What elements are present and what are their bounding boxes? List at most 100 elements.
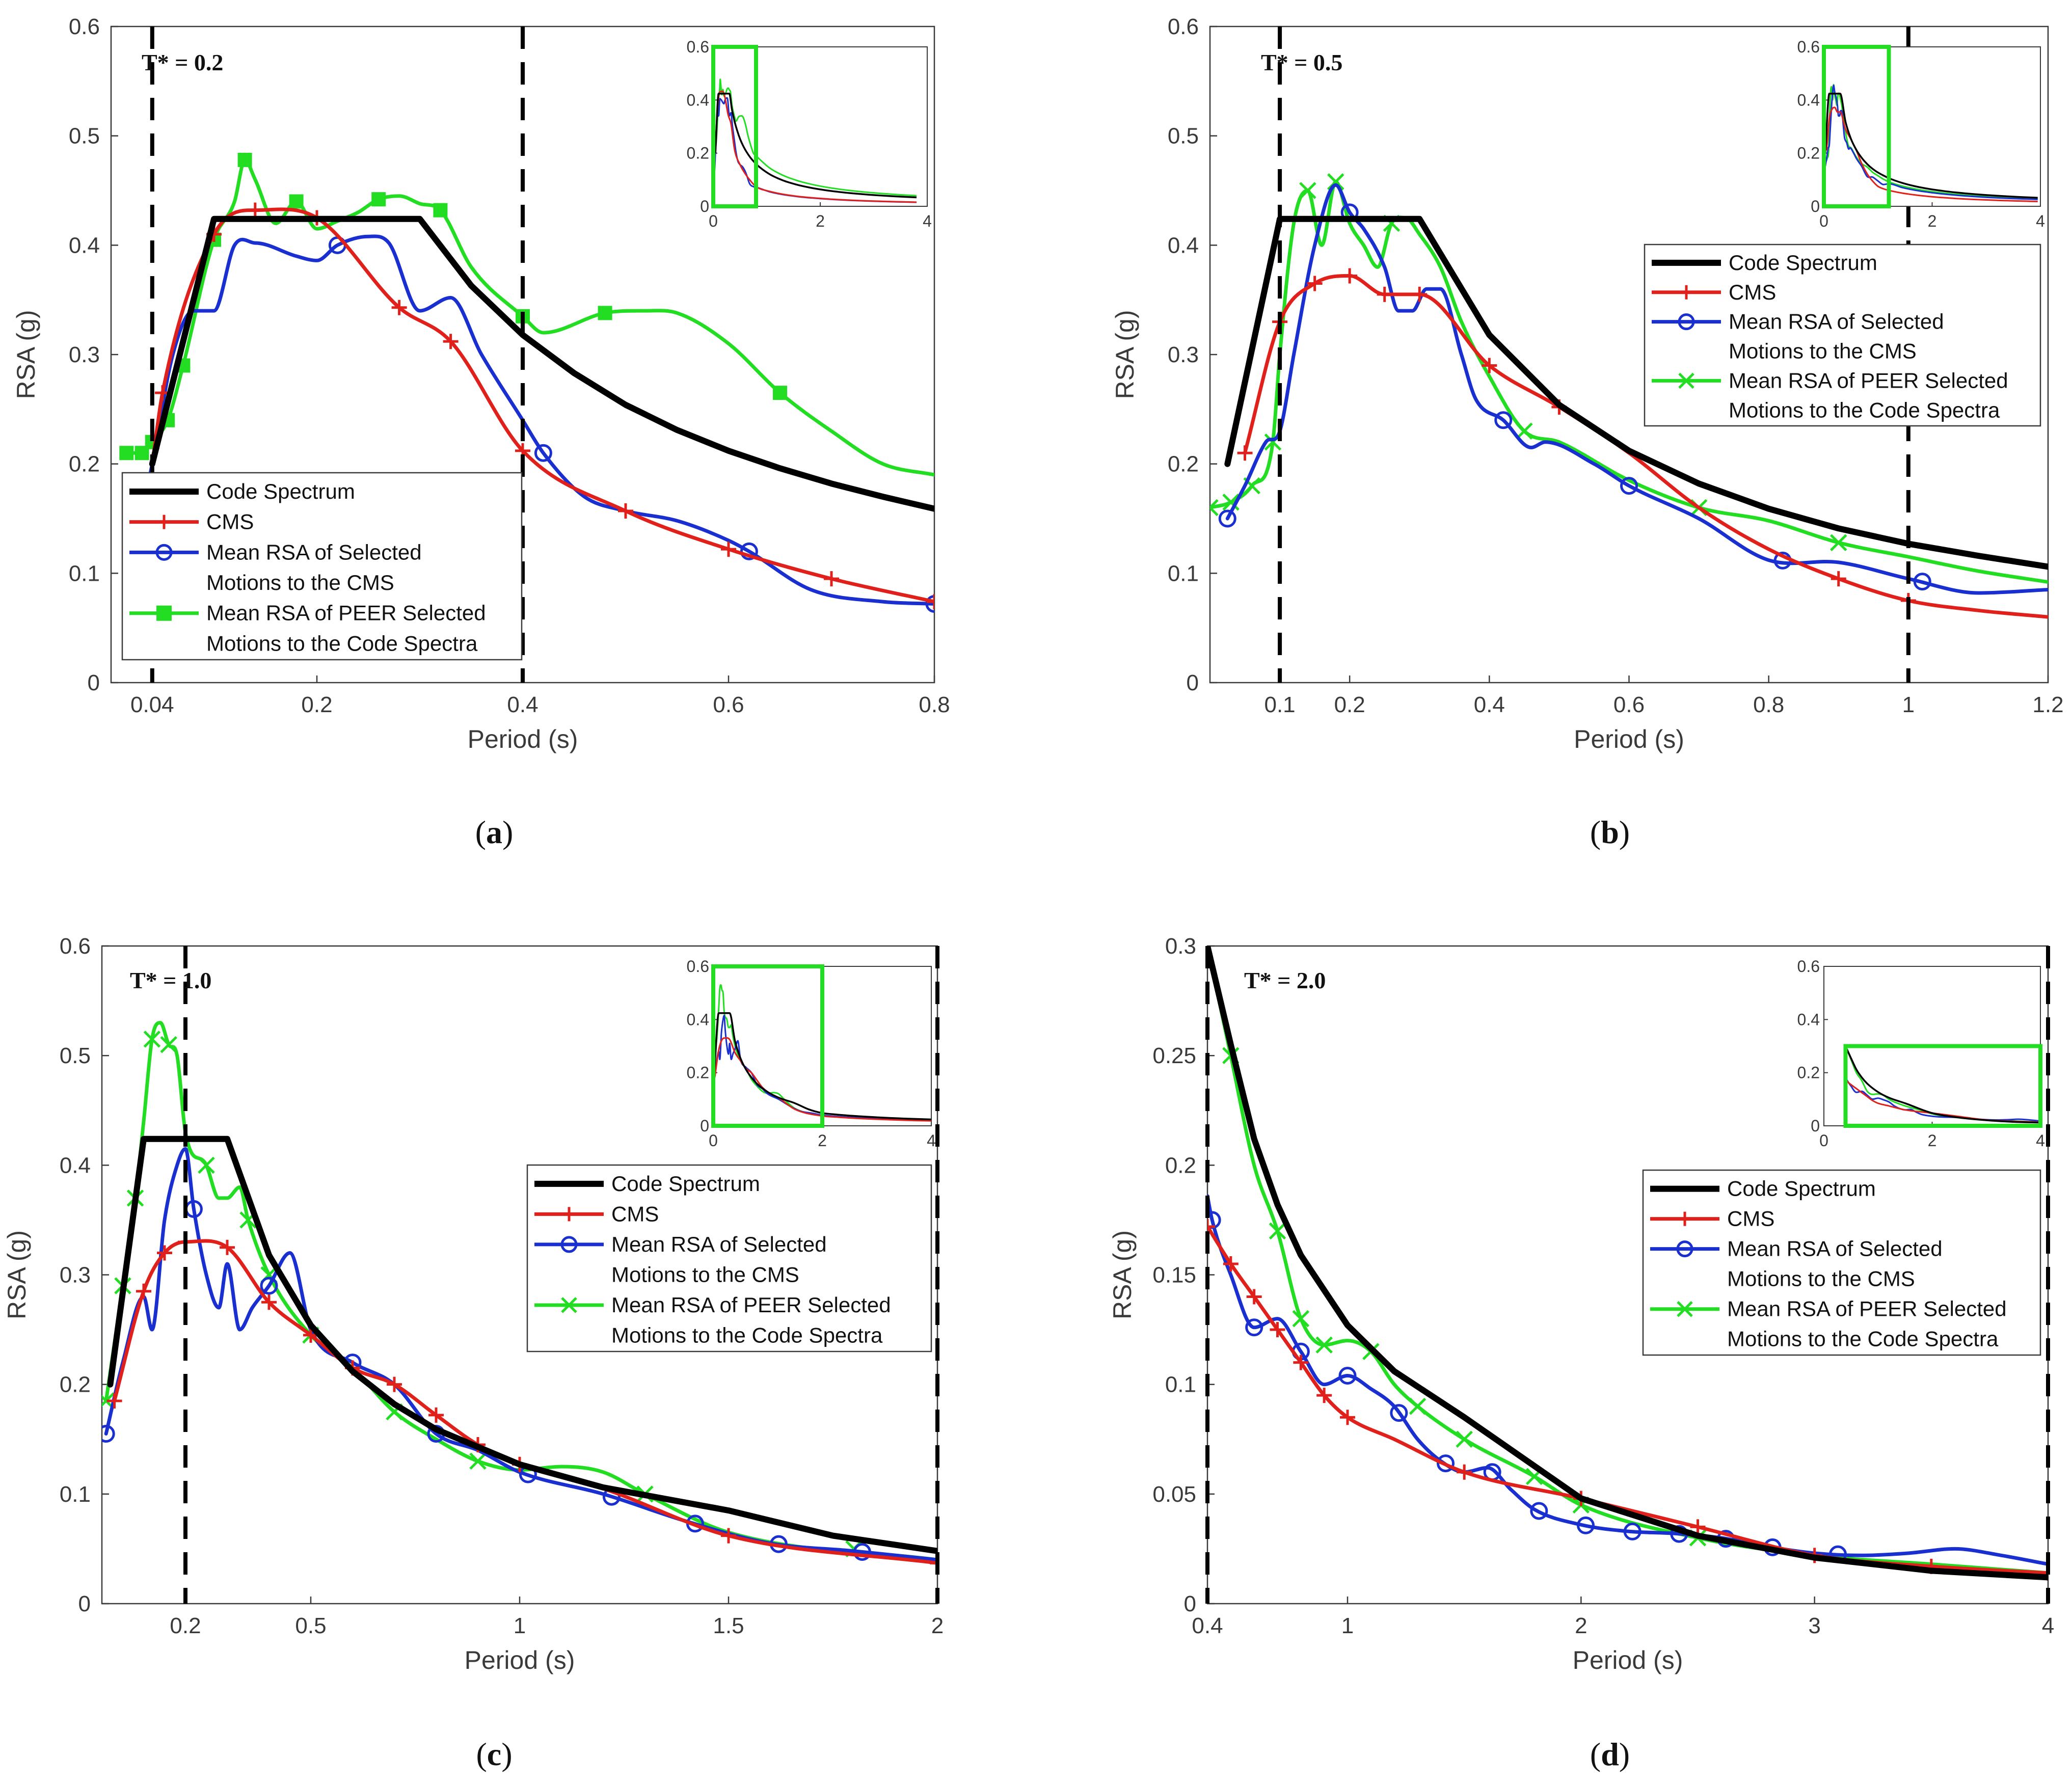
inset-overview: 0 0.2 0.4 0.6 0 2 4 [687, 38, 932, 230]
marker-cms [1457, 1464, 1472, 1480]
marker-peer [1210, 499, 1219, 517]
xtick-label: 0.2 [170, 1613, 201, 1638]
marker-peer [371, 192, 386, 207]
inset-ytick-label: 0.6 [1797, 957, 1820, 976]
marker-cms [1690, 1519, 1706, 1535]
marker-cms [1237, 445, 1253, 461]
marker-meanCms [102, 1424, 115, 1443]
marker-peer [1315, 1336, 1333, 1354]
inset-xtick-label: 0 [709, 1131, 718, 1150]
marker-peer [433, 203, 448, 218]
series-group [102, 1021, 937, 1571]
tstar-label: T* = 0.2 [142, 49, 223, 75]
ytick-label: 0.5 [1168, 124, 1199, 149]
marker-meanCms [1494, 411, 1513, 429]
ytick-label: 0.3 [69, 342, 100, 367]
marker-cms [1207, 1219, 1215, 1234]
marker-cms [157, 1245, 172, 1261]
legend-entry: Motions to the CMS [206, 571, 394, 594]
inset-series [713, 984, 931, 1122]
ytick-label: 0.3 [1168, 342, 1199, 367]
inset-xtick-label: 2 [818, 1131, 827, 1150]
inset-ytick-label: 0.4 [687, 1010, 709, 1029]
series-line-code [1207, 946, 2048, 1581]
legend-marker-meanCms [1676, 1240, 1693, 1258]
legend-entry: Mean RSA of Selected [1727, 1237, 1943, 1261]
inset-ytick-label: 0 [1811, 1117, 1820, 1135]
inset-xtick-label: 4 [2036, 1131, 2045, 1150]
inset-ytick-label: 0 [1811, 197, 1820, 215]
marker-meanCms [534, 444, 552, 462]
marker-cms [1482, 358, 1497, 373]
ytick-label: 0.2 [1168, 452, 1199, 477]
ytick-label: 0.25 [1152, 1043, 1196, 1068]
y-axis-label: RSA (g) [1111, 310, 1139, 399]
inset-zoom-box [1822, 45, 1891, 208]
marker-peer [143, 1031, 161, 1048]
legend-entry: Code Spectrum [1727, 1177, 1876, 1201]
marker-peer [237, 152, 252, 167]
series-group [1210, 173, 2048, 619]
legend-entry: Motions to the Code Spectra [611, 1323, 883, 1347]
x-axis-label: Period (s) [1573, 1646, 1683, 1674]
xtick-label: 1 [514, 1613, 526, 1638]
y-axis-label: RSA (g) [12, 310, 40, 399]
legend-entry: Motions to the CMS [611, 1262, 799, 1286]
marker-peer [160, 1036, 177, 1053]
x-axis-label: Period (s) [468, 725, 578, 753]
ytick-label: 0.1 [1168, 561, 1199, 586]
ytick-label: 0.3 [1165, 934, 1196, 959]
marker-cms [428, 1407, 444, 1423]
marker-cms [443, 334, 459, 349]
ytick-label: 0.6 [60, 934, 91, 959]
xtick-label: 0.6 [713, 692, 744, 717]
marker-peer [1292, 1310, 1310, 1328]
ytick-label: 0.1 [69, 561, 100, 586]
y-axis-label: RSA (g) [3, 1230, 31, 1319]
marker-meanCms [740, 542, 758, 560]
inset-zoom-box [1843, 1044, 2042, 1128]
inset-xtick-label: 4 [2036, 212, 2045, 230]
ytick-label: 0.15 [1152, 1263, 1196, 1288]
inset-ytick-label: 0.6 [687, 38, 709, 56]
ytick-label: 0.4 [69, 233, 100, 258]
ytick-label: 0 [1187, 670, 1199, 695]
marker-cms [1377, 286, 1392, 302]
inset-overview: 0 0.2 0.4 0.6 0 2 4 [1797, 38, 2045, 230]
marker-peer [1456, 1430, 1473, 1448]
ytick-label: 0.2 [60, 1372, 91, 1397]
x-axis-label: Period (s) [465, 1646, 575, 1674]
inset-zoom-box [711, 45, 758, 208]
ytick-label: 0.5 [60, 1043, 91, 1068]
marker-meanCms [1620, 477, 1638, 495]
marker-cms [1246, 1289, 1262, 1305]
xtick-label: 0.04 [130, 692, 174, 717]
marker-peer [1299, 182, 1316, 199]
inset-xtick-label: 2 [1928, 212, 1937, 230]
inset-xtick-label: 0 [709, 212, 718, 230]
marker-meanCms [1623, 1522, 1642, 1540]
legend-marker-cms [562, 1207, 576, 1222]
legend-marker-cms [1679, 285, 1693, 300]
marker-meanCms [1437, 1454, 1455, 1473]
inset-line-peer [714, 78, 917, 197]
marker-meanCms [853, 1543, 871, 1561]
xtick-label: 1.2 [2032, 692, 2063, 717]
ytick-label: 0.4 [60, 1153, 91, 1178]
marker-cms [927, 594, 934, 610]
ytick-label: 0.3 [60, 1263, 91, 1288]
legend-entry: Mean RSA of PEER Selected [1729, 368, 2008, 392]
legend-entry: Motions to the CMS [1729, 339, 1917, 363]
marker-cms [1412, 286, 1428, 302]
marker-peer [289, 194, 304, 209]
xtick-label: 2 [931, 1613, 944, 1638]
ytick-label: 0 [1184, 1591, 1196, 1616]
inset-line-meanCms [1824, 85, 2038, 200]
ytick-label: 0.4 [1168, 233, 1199, 258]
marker-meanCms [260, 1277, 278, 1295]
marker-peer [598, 306, 612, 320]
legend: Code Spectrum CMS Mean RSA of Selected Moti… [526, 1164, 932, 1353]
marker-cms [247, 202, 263, 218]
xtick-label: 0.4 [1192, 1613, 1223, 1638]
legend-marker-cms [157, 515, 171, 529]
